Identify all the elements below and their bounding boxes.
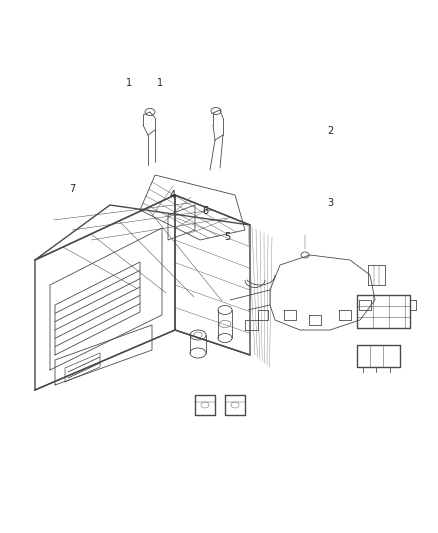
Text: 6: 6: [203, 206, 209, 215]
Text: 7: 7: [69, 184, 75, 194]
Text: 4: 4: [170, 190, 176, 199]
Text: 2: 2: [328, 126, 334, 135]
Text: 5: 5: [225, 232, 231, 242]
Text: 1: 1: [126, 78, 132, 87]
Text: 3: 3: [328, 198, 334, 207]
Text: 1: 1: [157, 78, 163, 87]
